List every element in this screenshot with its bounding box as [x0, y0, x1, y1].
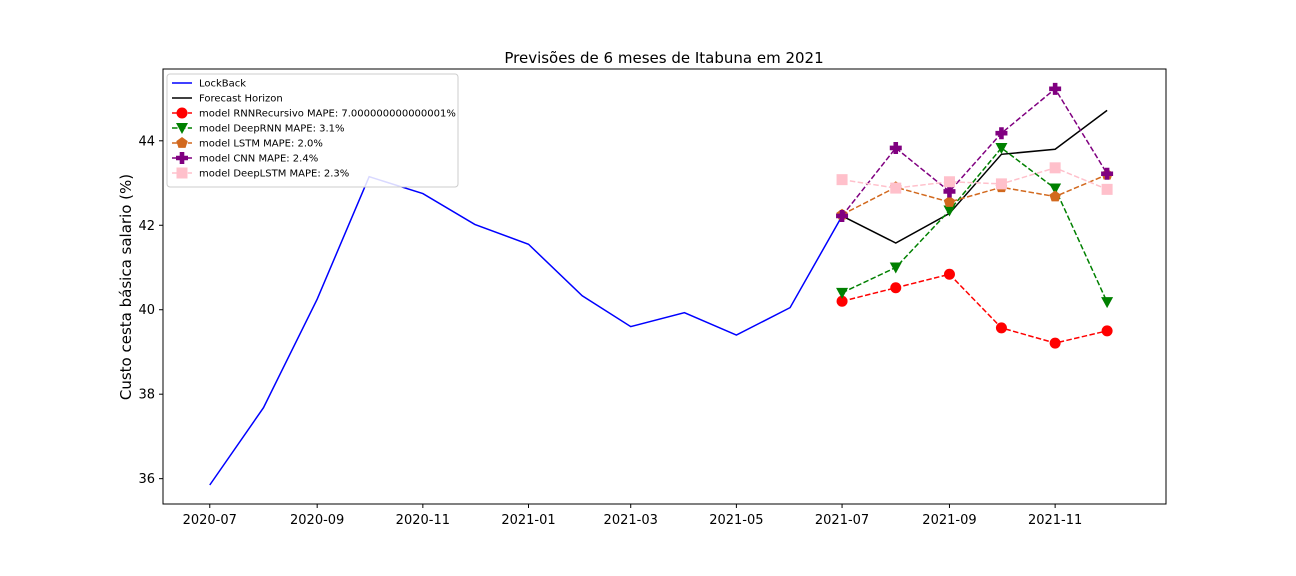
legend-marker	[176, 152, 188, 164]
x-axis: 2020-07 2020-09 2020-11 2021-01 2021-03 2021-…	[183, 504, 1082, 528]
series-line	[841, 146, 1108, 303]
chart-title: Previsões de 6 meses de Itabuna em 2021	[504, 49, 823, 67]
legend-marker	[176, 107, 188, 119]
x-tick-label: 2020-09	[290, 513, 344, 528]
series-line	[841, 87, 1108, 217]
data-point	[836, 295, 848, 307]
data-point	[1049, 162, 1061, 174]
data-point	[943, 185, 956, 198]
data-point	[943, 176, 955, 188]
x-tick-label: 2021-09	[922, 513, 976, 528]
data-point	[995, 322, 1007, 334]
data-point	[1049, 183, 1062, 195]
legend-label: LockBack	[199, 79, 246, 90]
y-axis-label: Custo cesta básica salario (%)	[117, 174, 135, 400]
y-tick-label: 42	[138, 219, 155, 234]
data-point	[1101, 167, 1114, 180]
data-point	[836, 174, 848, 186]
legend: LockBack Forecast Horizon model RNNRecursi…	[166, 73, 459, 188]
data-point	[1101, 297, 1114, 309]
data-point	[889, 141, 902, 154]
data-point	[995, 127, 1008, 140]
series-0	[209, 175, 843, 486]
axes-frame	[162, 68, 1167, 505]
data-point	[1101, 325, 1113, 337]
data-point	[836, 287, 849, 299]
series-5	[836, 82, 1114, 222]
legend-label: model CNN MAPE: 2.4%	[199, 154, 318, 165]
series-1	[841, 109, 1108, 244]
data-point	[995, 178, 1007, 190]
x-tick-label: 2021-01	[501, 513, 555, 528]
series-6	[836, 162, 1113, 195]
series-2	[836, 268, 1113, 349]
legend-label: model DeepLSTM MAPE: 2.3%	[199, 169, 349, 180]
y-tick-label: 44	[138, 134, 155, 149]
series-line	[841, 173, 1108, 216]
x-tick-label: 2021-05	[709, 513, 763, 528]
legend-label: model LSTM MAPE: 2.0%	[199, 139, 323, 150]
data-point	[1049, 337, 1061, 349]
x-tick-label: 2021-03	[604, 513, 658, 528]
data-point	[890, 182, 902, 194]
data-point	[890, 282, 902, 294]
data-point	[943, 268, 955, 280]
data-point	[995, 142, 1008, 154]
y-tick-label: 40	[138, 303, 155, 318]
data-point	[836, 209, 849, 222]
x-tick-label: 2021-07	[815, 513, 869, 528]
y-axis: 36 38 40 42 44	[138, 134, 163, 487]
legend-label: Forecast Horizon	[199, 94, 283, 105]
data-point	[943, 205, 956, 217]
legend-marker	[176, 137, 188, 148]
series-line	[209, 175, 843, 486]
data-point	[1049, 190, 1061, 202]
legend-label: model DeepRNN MAPE: 3.1%	[199, 124, 345, 135]
y-tick-label: 38	[138, 388, 155, 403]
series-3	[836, 142, 1114, 309]
series-line	[841, 109, 1108, 244]
series-line	[841, 273, 1108, 344]
legend-label: model RNNRecursivo MAPE: 7.0000000000000…	[199, 109, 456, 120]
data-point	[889, 262, 902, 274]
legend-marker	[176, 123, 188, 134]
x-tick-label: 2020-11	[396, 513, 450, 528]
legend-marker	[176, 167, 188, 179]
data-point	[943, 196, 956, 207]
data-point	[1049, 82, 1062, 95]
x-tick-label: 2020-07	[183, 513, 237, 528]
x-tick-label: 2021-11	[1028, 513, 1082, 528]
series-line	[841, 167, 1108, 191]
plot-area	[209, 82, 1114, 486]
y-tick-label: 36	[138, 472, 155, 487]
legend-box	[166, 73, 459, 188]
data-point	[1101, 183, 1113, 195]
